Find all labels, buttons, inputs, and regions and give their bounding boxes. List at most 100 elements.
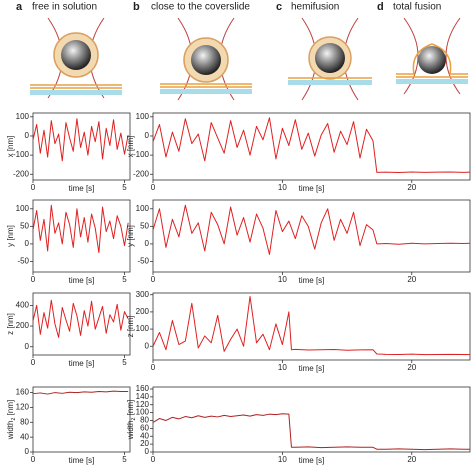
plot-frame xyxy=(152,199,471,273)
x-tick-label: 10 xyxy=(278,455,287,464)
y-tick-label: 50 xyxy=(20,221,29,230)
plot-frame xyxy=(32,199,131,273)
trace xyxy=(32,118,129,162)
plot-frame xyxy=(152,292,471,361)
y-tick-label: 20 xyxy=(140,439,149,448)
x-tick-label: 0 xyxy=(31,358,36,367)
y-tick-label: 0 xyxy=(25,239,30,248)
illustration xyxy=(160,17,252,101)
y-axis-label: z [nm] xyxy=(126,316,135,338)
x-axis-label: time [s] xyxy=(299,456,325,465)
y-tick-label: 0 xyxy=(145,341,150,350)
panel-letter: c xyxy=(276,1,282,13)
trace xyxy=(32,299,129,338)
y-tick-label: 400 xyxy=(16,301,30,310)
trace xyxy=(32,204,129,254)
y-tick-label: 0 xyxy=(25,131,30,140)
trace xyxy=(152,204,471,255)
x-tick-label: 20 xyxy=(407,363,416,372)
x-axis-label: time [s] xyxy=(69,456,95,465)
panel-letter: a xyxy=(16,1,23,13)
y-tick-label: 160 xyxy=(136,384,150,393)
y-tick-label: 100 xyxy=(136,408,150,417)
plot-frame xyxy=(152,386,471,453)
y-axis-label-part: z xyxy=(11,418,17,421)
trace xyxy=(32,390,129,395)
y-axis-label-part: [nm] xyxy=(126,400,135,418)
y-tick-label: 100 xyxy=(136,112,150,121)
y-axis-label-part: width xyxy=(6,421,15,441)
y-tick-label: 0 xyxy=(145,131,150,140)
y-tick-label: 200 xyxy=(16,321,30,330)
x-tick-label: 0 xyxy=(31,183,36,192)
y-tick-label: 100 xyxy=(16,112,30,121)
x-axis-label: time [s] xyxy=(69,184,95,193)
x-tick-label: 5 xyxy=(122,275,127,284)
illustration xyxy=(30,17,122,99)
y-tick-label: 40 xyxy=(140,431,149,440)
trace xyxy=(152,117,471,174)
y-axis-label: x [nm] xyxy=(126,136,135,158)
x-tick-label: 5 xyxy=(122,183,127,192)
x-tick-label: 10 xyxy=(278,275,287,284)
x-tick-label: 0 xyxy=(151,275,156,284)
x-axis-label: time [s] xyxy=(69,276,95,285)
y-axis-label: y [nm] xyxy=(126,225,135,247)
y-tick-label: 50 xyxy=(140,221,149,230)
y-tick-label: 140 xyxy=(136,392,150,401)
plot-frame xyxy=(32,112,131,181)
x-tick-label: 0 xyxy=(151,183,156,192)
x-axis-label: time [s] xyxy=(299,276,325,285)
y-tick-label: -100 xyxy=(133,150,150,159)
x-tick-label: 0 xyxy=(151,363,156,372)
panel-title: hemifusion xyxy=(291,2,339,13)
x-tick-label: 20 xyxy=(407,275,416,284)
trace xyxy=(152,413,470,451)
y-axis-label: y [nm] xyxy=(6,225,15,247)
panel-title: close to the coverslide xyxy=(151,2,250,13)
y-axis-label: widthz [nm] xyxy=(6,400,16,440)
y-tick-label: 0 xyxy=(145,239,150,248)
y-axis-label-part: width xyxy=(126,421,135,441)
y-axis-label-part: [nm] xyxy=(6,400,15,418)
y-tick-label: 80 xyxy=(20,417,29,426)
x-axis-label: time [s] xyxy=(299,364,325,373)
panel-letter: d xyxy=(377,1,384,13)
x-tick-label: 20 xyxy=(407,183,416,192)
plot-frame xyxy=(32,386,131,453)
x-tick-label: 10 xyxy=(278,363,287,372)
y-tick-label: 0 xyxy=(145,447,150,456)
panel-title: free in solution xyxy=(32,2,97,13)
panel-letter: b xyxy=(133,1,140,13)
x-axis-label: time [s] xyxy=(299,184,325,193)
y-tick-label: 40 xyxy=(20,432,29,441)
y-axis-label-part: z xyxy=(131,418,137,421)
illustration xyxy=(396,17,468,95)
trace xyxy=(152,295,471,356)
y-tick-label: -50 xyxy=(17,257,29,266)
x-tick-label: 20 xyxy=(407,455,416,464)
y-axis-label: widthz [nm] xyxy=(126,400,136,440)
y-tick-label: 0 xyxy=(25,342,30,351)
y-tick-label: 300 xyxy=(136,290,150,299)
plot-frame xyxy=(32,292,131,356)
x-axis-label: time [s] xyxy=(69,359,95,368)
y-tick-label: 0 xyxy=(25,447,30,456)
plot-frame xyxy=(152,112,471,181)
x-tick-label: 5 xyxy=(122,455,127,464)
x-tick-label: 0 xyxy=(151,455,156,464)
x-tick-label: 5 xyxy=(122,358,127,367)
y-tick-label: 100 xyxy=(136,324,150,333)
panel-title: total fusion xyxy=(393,2,441,13)
x-tick-label: 0 xyxy=(31,455,36,464)
y-tick-label: -200 xyxy=(13,169,30,178)
x-tick-label: 0 xyxy=(31,275,36,284)
y-tick-label: 80 xyxy=(140,416,149,425)
y-axis-label: x [nm] xyxy=(6,136,15,158)
y-tick-label: 160 xyxy=(16,388,30,397)
y-tick-label: 120 xyxy=(136,400,150,409)
y-axis-label: z [nm] xyxy=(6,313,15,335)
y-tick-label: -50 xyxy=(137,257,149,266)
y-tick-label: 120 xyxy=(16,403,30,412)
